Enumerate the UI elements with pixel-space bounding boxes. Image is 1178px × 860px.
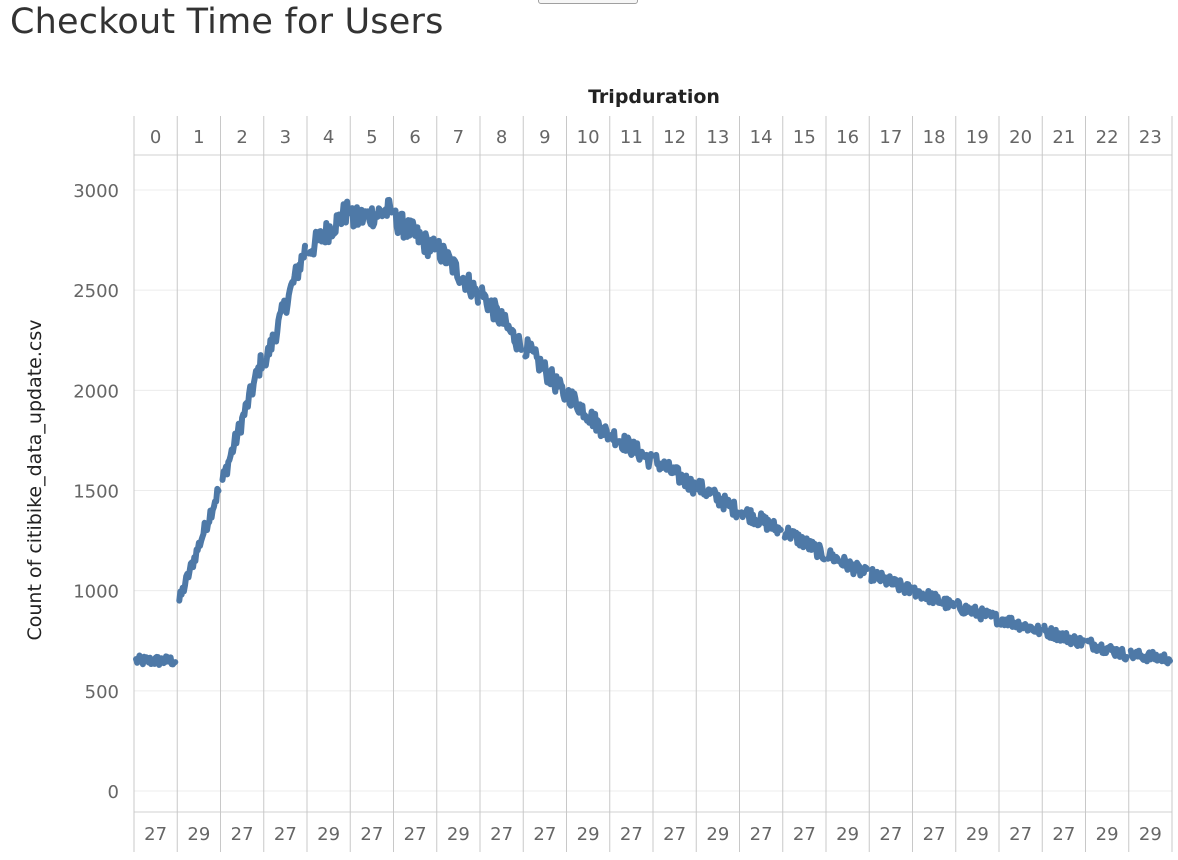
column-footer: 29 — [706, 824, 729, 845]
column-header-13: 13 — [706, 127, 729, 148]
column-header-22: 22 — [1096, 127, 1119, 148]
series-line-hour-19 — [954, 598, 1000, 628]
column-footer: 27 — [533, 824, 556, 845]
y-tick-label: 1000 — [73, 582, 119, 603]
column-footer: 27 — [274, 824, 297, 845]
series-line-hour-22 — [1084, 636, 1130, 663]
top-tab-handle[interactable] — [538, 0, 638, 4]
column-footer: 27 — [1009, 824, 1032, 845]
column-footer: 29 — [1139, 824, 1162, 845]
y-axis-label: Count of citibike_data_update.csv — [24, 320, 46, 641]
series-line-hour-17 — [868, 566, 914, 597]
series-line-hour-10 — [565, 387, 611, 443]
page-title: Checkout Time for Users — [10, 2, 444, 42]
series-line-hour-16 — [825, 547, 871, 579]
column-header-23: 23 — [1139, 127, 1162, 148]
column-header-7: 7 — [453, 127, 464, 148]
series-line-hour-21 — [1041, 622, 1087, 649]
series-line-hour-5 — [349, 196, 395, 230]
column-footers: 27 29 27 27 29 27 27 29 27 27 29 27 27 29 27 27 29 27 27 29… — [144, 824, 1162, 845]
column-header-19: 19 — [966, 127, 989, 148]
column-header-18: 18 — [923, 127, 946, 148]
column-footer: 27 — [923, 824, 946, 845]
column-header-16: 16 — [836, 127, 859, 148]
y-tick-label: 500 — [85, 682, 119, 703]
column-footer: 29 — [577, 824, 600, 845]
y-tick-label: 2000 — [73, 381, 119, 402]
series-line-hour-2 — [219, 352, 265, 483]
column-header-9: 9 — [539, 127, 550, 148]
y-tick-label: 1500 — [73, 482, 119, 503]
column-headers: 0 1 2 3 4 5 6 7 8 9 10 11 12 13 14 15 16 17 18 19 20 21 22 23 — [150, 127, 1162, 148]
column-header-12: 12 — [663, 127, 686, 148]
column-footer: 27 — [879, 824, 902, 845]
column-header-14: 14 — [750, 127, 773, 148]
series-line-hour-7 — [435, 237, 481, 306]
y-tick-label: 0 — [108, 782, 119, 803]
column-header-15: 15 — [793, 127, 816, 148]
series-line-hour-15 — [781, 524, 827, 563]
column-footer: 29 — [187, 824, 210, 845]
y-tick-label: 2500 — [73, 281, 119, 302]
column-footer: 29 — [317, 824, 340, 845]
column-footer: 29 — [1096, 824, 1119, 845]
column-header-11: 11 — [620, 127, 643, 148]
series-line-hour-13 — [695, 477, 741, 521]
column-header-4: 4 — [323, 127, 334, 148]
column-header-20: 20 — [1009, 127, 1032, 148]
column-header-2: 2 — [236, 127, 247, 148]
series-line-hour-0 — [133, 652, 179, 668]
series-lines — [133, 196, 1173, 668]
column-dividers — [133, 116, 1173, 852]
series-line-hour-4 — [306, 198, 352, 258]
column-footer: 27 — [490, 824, 513, 845]
column-footer: 29 — [447, 824, 470, 845]
column-header-5: 5 — [366, 127, 377, 148]
column-footer: 27 — [1052, 824, 1075, 845]
series-line-hour-20 — [998, 614, 1044, 638]
series-line-hour-1 — [176, 485, 222, 604]
series-line-hour-23 — [1127, 647, 1173, 667]
column-header-label: Tripduration — [588, 86, 720, 108]
column-header-17: 17 — [879, 127, 902, 148]
column-footer: 27 — [793, 824, 816, 845]
column-header-21: 21 — [1052, 127, 1075, 148]
y-axis-ticks: 0 500 1000 1500 2000 2500 3000 — [73, 181, 119, 803]
series-line-hour-6 — [392, 207, 438, 260]
series-line-hour-11 — [608, 428, 654, 470]
column-footer: 27 — [620, 824, 643, 845]
column-header-1: 1 — [193, 127, 204, 148]
column-header-10: 10 — [577, 127, 600, 148]
column-footer: 27 — [144, 824, 167, 845]
series-line-hour-3 — [262, 242, 308, 369]
column-header-0: 0 — [150, 127, 161, 148]
column-footer: 29 — [836, 824, 859, 845]
series-line-hour-14 — [738, 506, 784, 537]
column-header-3: 3 — [280, 127, 291, 148]
series-line-hour-8 — [479, 284, 525, 353]
series-line-hour-18 — [911, 584, 957, 612]
column-footer: 27 — [360, 824, 383, 845]
column-footer: 27 — [663, 824, 686, 845]
y-tick-label: 3000 — [73, 181, 119, 202]
column-footer: 27 — [404, 824, 427, 845]
column-header-8: 8 — [496, 127, 507, 148]
column-header-6: 6 — [409, 127, 420, 148]
column-footer: 29 — [966, 824, 989, 845]
column-footer: 27 — [231, 824, 254, 845]
column-footer: 27 — [750, 824, 773, 845]
series-line-hour-12 — [652, 451, 698, 497]
series-line-hour-9 — [522, 336, 568, 403]
